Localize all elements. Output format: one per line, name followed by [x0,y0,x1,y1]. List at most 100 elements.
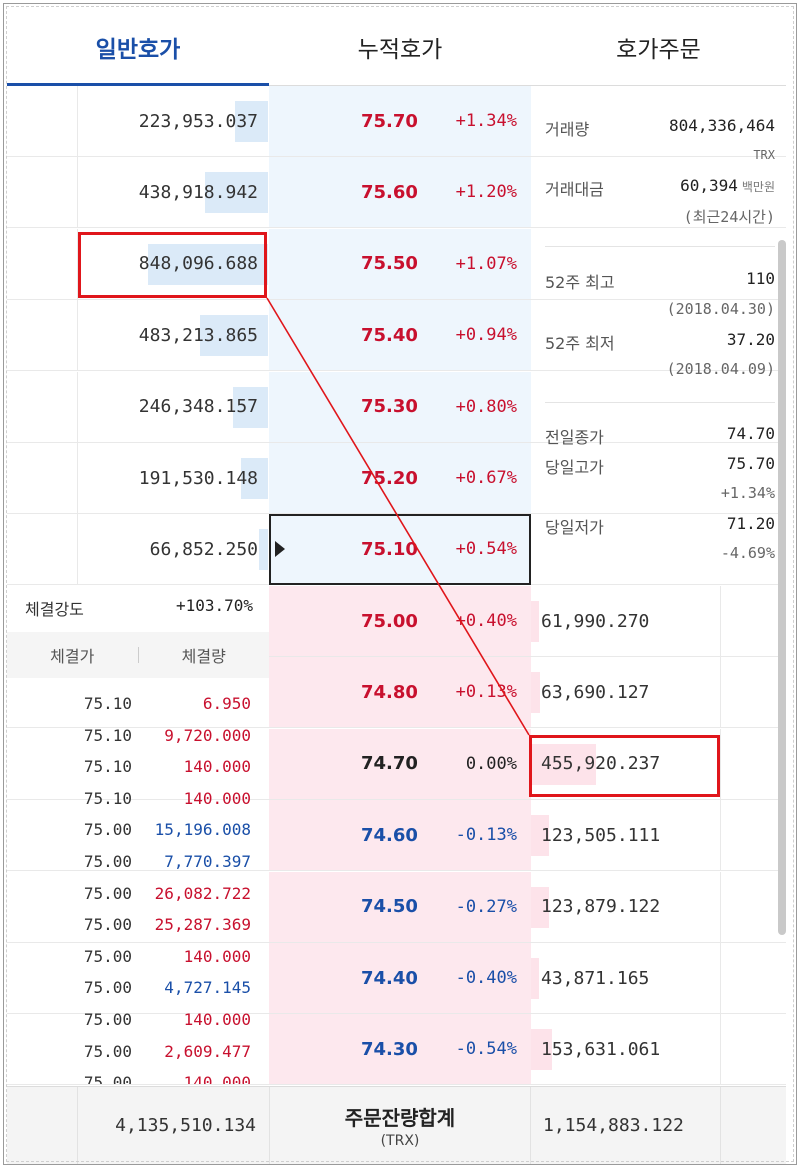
orderbook-footer: 4,135,510.134 주문잔량합계 (TRX) 1,154,883.122 [7,1086,786,1164]
orderbook-window: 일반호가 누적호가 호가주문 223,953.037 75.70 +1.34% 438… [3,3,797,1165]
trade-price: 75.00 [84,884,132,903]
bid-change: -0.54% [456,1039,517,1059]
trade-qty: 15,196.008 [155,820,251,839]
ask-volume: 223,953.037 [139,111,258,132]
bid-volume-bar [531,958,539,999]
trade-qty: 6.950 [203,694,251,713]
trade-price: 75.10 [84,789,132,808]
trade-row: 75.00 140.000 [7,1010,269,1042]
bid-price-cell[interactable]: 74.40 -0.40% [269,943,531,1013]
bid-price-cell[interactable]: 74.60 -0.13% [269,800,531,870]
bid-price-cell[interactable]: 75.00 +0.40% [269,586,531,656]
trade-price: 75.00 [84,1073,132,1084]
ask-price: 75.40 [361,325,418,346]
bid-price-cell[interactable]: 74.50 -0.27% [269,872,531,942]
trade-price: 75.00 [84,978,132,997]
bid-total: 1,154,883.122 [531,1087,721,1164]
tab-general-orderbook[interactable]: 일반호가 [7,8,269,85]
bid-price-cell[interactable]: 74.70 0.00% [269,729,531,799]
ask-price-cell[interactable]: 75.60 +1.20% [269,157,531,227]
bid-volume-cell: 63,690.127 [531,657,721,727]
bid-price-cell[interactable]: 74.80 +0.13% [269,657,531,727]
ask-volume: 483,213.865 [139,325,258,346]
bid-price: 74.40 [361,968,418,989]
trade-row: 75.00 25,287.369 [7,915,269,947]
trade-price: 75.00 [84,947,132,966]
trade-qty: 9,720.000 [164,726,251,745]
ask-volume-bar [259,529,268,570]
bid-volume: 43,871.165 [541,968,649,989]
ask-price-cell[interactable]: 75.50 +1.07% [269,229,531,299]
trade-row: 75.00 26,082.722 [7,884,269,916]
bid-volume-cell: 61,990.270 [531,586,721,656]
trade-qty: 25,287.369 [155,915,251,934]
trade-qty: 26,082.722 [155,884,251,903]
bid-volume: 123,505.111 [541,825,660,846]
bid-volume: 153,631.061 [541,1039,660,1060]
market-info-panel: 거래량 804,336,464 TRX 거래대금 60,394 백만원 (최근24시간… [545,86,775,586]
trade-qty: 140.000 [184,1073,251,1084]
trade-price: 75.10 [84,694,132,713]
ask-change: +1.07% [456,254,517,274]
ask-volume-cell: 223,953.037 [77,86,268,156]
ask-change: +0.94% [456,325,517,345]
ask-volume-cell: 246,348.157 [77,372,268,442]
trades-header: 체결가 체결량 [7,632,269,678]
trade-row: 75.10 140.000 [7,757,269,789]
ask-price: 75.50 [361,253,418,274]
bid-change: 0.00% [466,754,517,774]
bid-price: 75.00 [361,611,418,632]
trade-qty: 140.000 [184,789,251,808]
trade-strength: 체결강도 +103.70% [25,596,253,620]
trade-qty: 140.000 [184,757,251,776]
day-high-value: 75.70 [727,454,775,478]
high52-label: 52주 최고 [545,269,615,293]
amount-unit: 백만원 [742,180,775,194]
bid-volume-cell: 43,871.165 [531,943,721,1013]
ask-total: 4,135,510.134 [77,1087,268,1164]
trade-row: 75.10 9,720.000 [7,726,269,758]
ask-volume: 66,852.250 [150,539,258,560]
day-low-change: -4.69% [721,544,775,562]
divider [545,402,775,403]
volume-label: 거래량 [545,116,589,140]
trade-price-header: 체결가 [7,643,138,667]
bid-volume-bar [531,672,540,713]
trade-price: 75.10 [84,757,132,776]
ask-price-cell[interactable]: 75.70 +1.34% [269,86,531,156]
trade-qty: 4,727.145 [164,978,251,997]
trade-price: 75.00 [84,820,132,839]
ask-volume: 191,530.148 [139,468,258,489]
ask-price-cell[interactable]: 75.20 +0.67% [269,443,531,513]
amount-value-wrap: 60,394 백만원 [680,176,775,200]
ask-price-cell[interactable]: 75.30 +0.80% [269,372,531,442]
trade-row: 75.00 2,609.477 [7,1042,269,1074]
ask-volume: 246,348.157 [139,396,258,417]
amount-label: 거래대금 [545,176,604,200]
ask-change: +1.34% [456,111,517,131]
bid-change: +0.40% [456,611,517,631]
trade-qty-header: 체결량 [139,643,270,667]
trades-panel: 체결강도 +103.70% 체결가 체결량 75.10 6.950 75.10 9,7… [7,584,269,1084]
bid-price-cell[interactable]: 74.30 -0.54% [269,1014,531,1084]
scrollbar[interactable] [778,240,786,935]
ask-change: +0.80% [456,397,517,417]
bid-volume-bar [531,601,539,642]
trade-price: 75.00 [84,1010,132,1029]
trade-row: 75.00 7,770.397 [7,852,269,884]
bid-volume-cell: 123,879.122 [531,872,721,942]
amount-note: (최근24시간) [684,206,775,227]
bid-price: 74.80 [361,682,418,703]
bid-price: 74.30 [361,1039,418,1060]
trade-price: 75.00 [84,1042,132,1061]
trade-price: 75.10 [84,726,132,745]
divider [545,246,775,247]
trade-qty: 140.000 [184,947,251,966]
trade-qty: 140.000 [184,1010,251,1029]
ask-price-cell[interactable]: 75.40 +0.94% [269,300,531,370]
bid-volume: 61,990.270 [541,611,649,632]
trade-row: 75.00 4,727.145 [7,978,269,1010]
tab-orderbook-order[interactable]: 호가주문 [531,8,786,85]
trade-strength-value: +103.70% [176,596,253,620]
tab-cumulative-orderbook[interactable]: 누적호가 [269,8,531,85]
